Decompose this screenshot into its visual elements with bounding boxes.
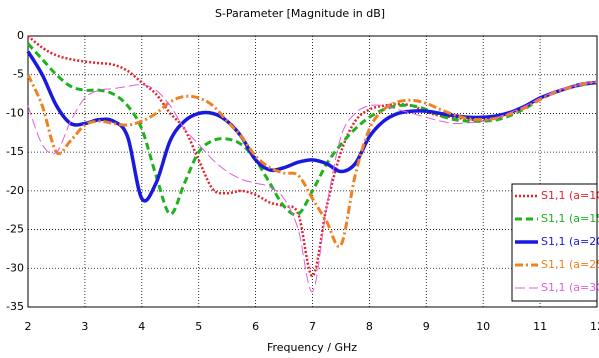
y-tick-label: -20 xyxy=(6,184,24,197)
x-tick-label: 7 xyxy=(309,320,316,333)
x-tick-label: 9 xyxy=(423,320,430,333)
legend-label: S1,1 (a=10) xyxy=(541,189,599,202)
y-tick-label: -5 xyxy=(13,68,24,81)
y-tick-label: -25 xyxy=(6,223,24,236)
chart-title: S-Parameter [Magnitude in dB] xyxy=(215,7,385,20)
x-tick-label: 11 xyxy=(533,320,547,333)
x-tick-label: 2 xyxy=(25,320,32,333)
x-tick-label: 6 xyxy=(252,320,259,333)
y-tick-label: -15 xyxy=(6,145,24,158)
y-tick-label: 0 xyxy=(17,29,24,42)
legend-label: S1,1 (a=25) xyxy=(541,258,599,271)
x-tick-label: 3 xyxy=(81,320,88,333)
legend-label: S1,1 (a=20) xyxy=(541,235,599,248)
x-axis-label: Frequency / GHz xyxy=(267,341,357,354)
y-tick-label: -10 xyxy=(6,106,24,119)
series-line xyxy=(26,74,598,249)
x-tick-label: 10 xyxy=(476,320,490,333)
x-tick-label: 5 xyxy=(195,320,202,333)
series-line xyxy=(26,50,598,203)
series-line xyxy=(27,81,598,293)
legend-label: S1,1 (a=15) xyxy=(541,212,599,225)
x-tick-label: 4 xyxy=(138,320,145,333)
y-tick-label: -30 xyxy=(6,261,24,274)
x-tick-label: 12 xyxy=(590,320,599,333)
series-line xyxy=(26,42,598,217)
plot-frame xyxy=(27,35,598,308)
x-tick-label: 8 xyxy=(366,320,373,333)
legend-label: S1,1 (a=30) xyxy=(541,281,599,294)
y-tick-label: -35 xyxy=(6,300,24,313)
